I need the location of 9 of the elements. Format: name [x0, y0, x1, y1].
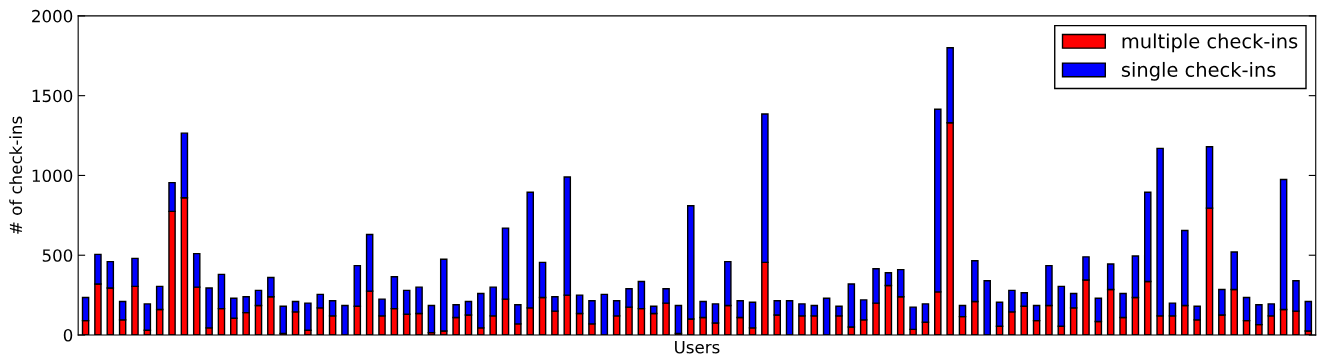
y-tick-label: 500 [42, 249, 73, 262]
y-tick-label: 0 [63, 328, 73, 342]
y-tick-label: 1000 [32, 169, 73, 183]
legend-label: single check-ins [1121, 61, 1276, 81]
y-tick-label: 2000 [32, 9, 73, 23]
legend-label: multiple check-ins [1122, 33, 1298, 53]
y-tick-label: 1500 [32, 89, 73, 103]
y-axis-title: # of check-ins [9, 116, 23, 234]
x-axis-title: Users [675, 341, 720, 354]
